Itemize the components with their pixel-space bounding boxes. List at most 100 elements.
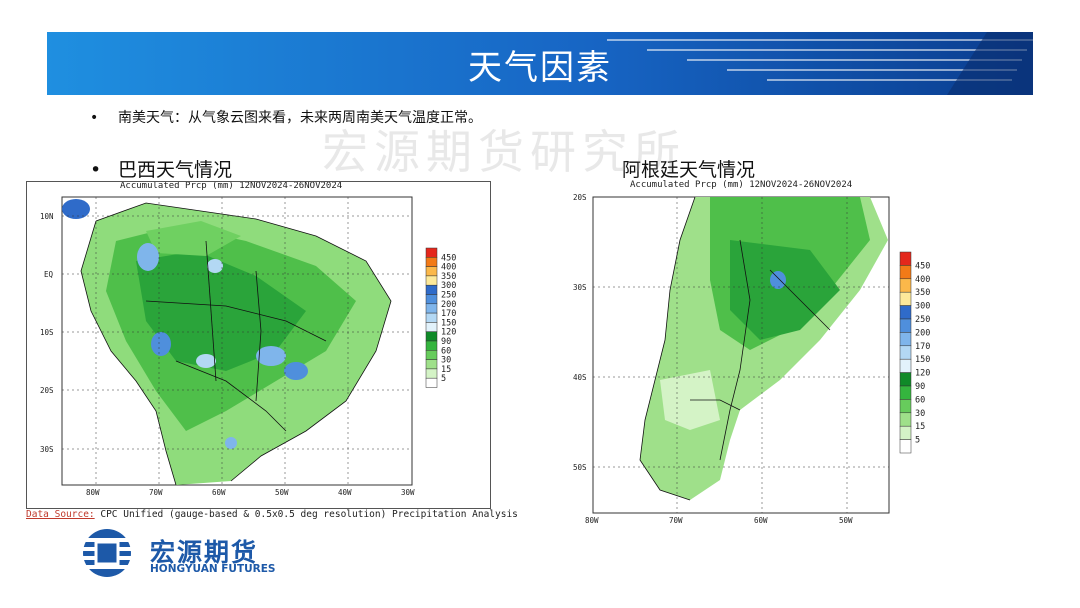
legend-label: 90 [441, 337, 451, 347]
legend-label: 120 [915, 369, 930, 379]
argentina-ytick-1: 30S [573, 283, 587, 292]
brazil-ytick-1: EQ [44, 270, 54, 279]
watermark: 宏源期货研究所 [322, 125, 686, 179]
legend-label: 30 [915, 409, 925, 419]
legend-label: 150 [915, 355, 930, 365]
legend-swatch [899, 265, 912, 280]
brazil-ytick-3: 20S [40, 386, 54, 395]
legend-label: 120 [441, 328, 456, 338]
argentina-ytick-2: 40S [573, 373, 587, 382]
legend-swatch [899, 278, 912, 293]
brazil-ytick-0: 10N [40, 212, 54, 221]
brazil-label: 巴西天气情况 [118, 159, 233, 181]
company-logo-cn: 宏源期货 [150, 538, 259, 567]
legend-label: 450 [915, 261, 930, 271]
data-source-text: CPC Unified (gauge-based & 0.5x0.5 deg r… [94, 509, 518, 520]
legend-label: 350 [915, 288, 930, 298]
legend-swatch [425, 377, 438, 388]
legend-label: 5 [441, 374, 446, 384]
argentina-xtick-1: 70W [669, 516, 683, 525]
legend-swatch [899, 318, 912, 333]
legend-label: 250 [915, 315, 930, 325]
legend-swatch [425, 266, 438, 277]
brazil-map-header: Accumulated Prcp (mm) 12NOV2024-26NOV202… [120, 181, 343, 191]
legend-label: 60 [441, 346, 451, 356]
legend-swatch [899, 439, 912, 454]
brazil-xtick-4: 40W [338, 488, 352, 497]
argentina-xtick-0: 80W [585, 516, 599, 525]
brazil-xtick-0: 80W [86, 488, 100, 497]
legend-swatch [425, 284, 438, 295]
legend-label: 30 [441, 356, 451, 366]
legend-label: 250 [441, 291, 456, 301]
legend-swatch [899, 332, 912, 347]
data-source: Data Source: CPC Unified (gauge-based & … [26, 509, 518, 520]
argentina-xtick-2: 60W [754, 516, 768, 525]
legend-label: 90 [915, 382, 925, 392]
legend-label: 170 [915, 342, 930, 352]
argentina-ytick-3: 50S [573, 463, 587, 472]
legend-label: 300 [441, 281, 456, 291]
legend-swatch [425, 350, 438, 360]
brazil-xtick-5: 30W [401, 488, 415, 497]
argentina-legend: 450 400 350 300 250 200 170 150 120 90 60 30 15 5 [899, 251, 930, 454]
legend-swatch [899, 372, 912, 387]
bullet-main-text: 南美天气：从气象云图来看，未来两周南美天气温度正常。 [118, 110, 482, 126]
legend-swatch [425, 331, 438, 342]
legend-swatch [425, 257, 438, 267]
legend-label: 170 [441, 309, 456, 319]
legend-swatch [899, 399, 912, 414]
brazil-xtick-2: 60W [212, 488, 226, 497]
legend-swatch [899, 358, 912, 373]
legend-swatch [425, 359, 438, 370]
legend-swatch [425, 275, 438, 286]
legend-swatch [899, 385, 912, 400]
bullet-brazil: • 巴西天气情况 [90, 155, 232, 182]
legend-swatch [899, 412, 912, 427]
legend-swatch [899, 251, 912, 266]
company-logo-en: HONGYUAN FUTURES [150, 563, 276, 575]
legend-label: 5 [915, 436, 920, 446]
legend-swatch [425, 368, 438, 379]
legend-label: 150 [441, 318, 456, 328]
bullet-main: • 南美天气：从气象云图来看，未来两周南美天气温度正常。 [90, 107, 482, 127]
legend-swatch [425, 294, 438, 305]
legend-swatch [899, 291, 912, 306]
legend-swatch [425, 247, 438, 258]
legend-label: 400 [915, 275, 930, 285]
brazil-xtick-3: 50W [275, 488, 289, 497]
argentina-legend-svg: 450 400 350 300 250 200 170 150 120 90 60 30 15 5 [899, 251, 930, 454]
legend-swatch [899, 425, 912, 440]
brazil-xtick-1: 70W [149, 488, 163, 497]
legend-swatch [425, 312, 438, 323]
legend-swatch [899, 345, 912, 360]
argentina-map-header: Accumulated Prcp (mm) 12NOV2024-26NOV202… [630, 180, 853, 190]
bullet-dot: • [90, 159, 102, 181]
legend-swatch [425, 303, 438, 314]
title-bar-background [47, 32, 1033, 95]
legend-label: 400 [441, 263, 456, 273]
argentina-map: 20S 30S 40S 50S 80W 70W 60W 50W [573, 193, 890, 525]
brazil-map-panel: Accumulated Prcp (mm) 12NOV2024-26NOV202… [26, 181, 491, 509]
legend-swatch [425, 340, 438, 351]
legend-swatch [899, 305, 912, 320]
argentina-label: 阿根廷天气情况 [622, 159, 756, 181]
argentina-xtick-3: 50W [839, 516, 853, 525]
bullet-dot: • [90, 110, 99, 126]
legend-swatch [425, 322, 438, 332]
slide-title: 天气因素 [468, 48, 612, 88]
brazil-ytick-4: 30S [40, 445, 54, 454]
argentina-ytick-0: 20S [573, 193, 587, 202]
legend-label: 200 [915, 328, 930, 338]
argentina-map-panel: Accumulated Prcp (mm) 12NOV2024-26NOV202… [570, 180, 930, 525]
legend-label: 15 [915, 422, 925, 432]
company-logo-icon [72, 528, 142, 582]
legend-label: 450 [441, 253, 456, 263]
legend-label: 15 [441, 365, 451, 375]
brazil-ytick-2: 10S [40, 328, 54, 337]
data-source-label: Data Source: [26, 509, 95, 520]
legend-label: 300 [915, 302, 930, 312]
title-bar: 天气因素 [47, 32, 1033, 95]
brazil-map: 10N EQ 10S 20S 30S 80W 70W 60W 50W 40W 3… [26, 181, 491, 509]
